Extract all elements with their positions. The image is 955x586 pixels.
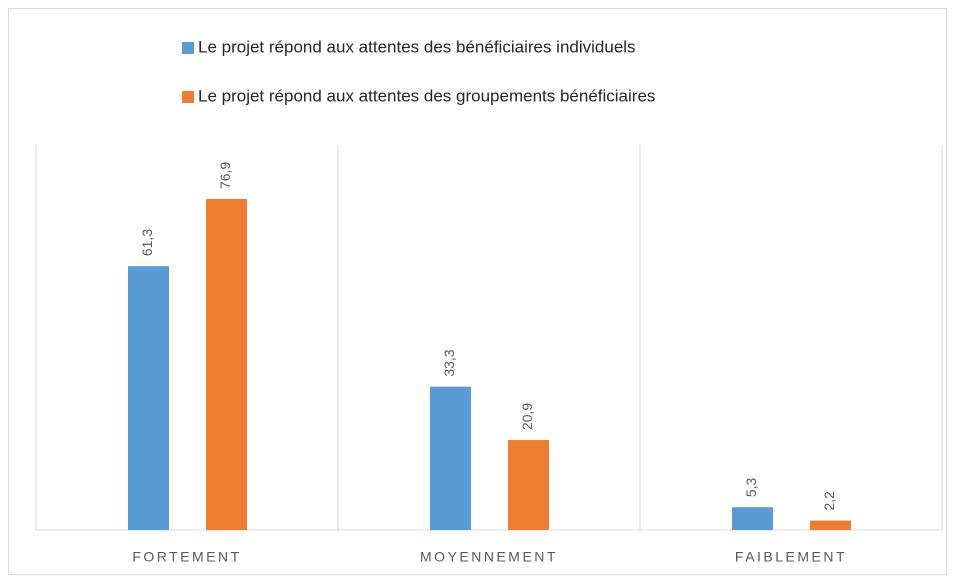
data-label: 5,3 <box>743 478 759 498</box>
legend-swatch <box>182 91 194 103</box>
bar <box>508 440 549 530</box>
data-label: 61,3 <box>139 229 155 256</box>
data-label: 20,9 <box>519 403 535 430</box>
legend-swatch <box>182 42 194 54</box>
legend-label: Le projet répond aux attentes des bénéfi… <box>198 37 636 56</box>
bar <box>430 386 471 530</box>
data-label: 76,9 <box>217 162 233 189</box>
legend-label: Le projet répond aux attentes des groupe… <box>198 86 655 105</box>
bar <box>206 199 247 530</box>
x-tick-label: FORTEMENT <box>132 549 241 565</box>
bar <box>128 266 169 530</box>
x-tick-label: MOYENNEMENT <box>420 549 558 565</box>
bar <box>810 520 851 530</box>
bar <box>732 507 773 530</box>
data-label: 2,2 <box>821 491 837 511</box>
data-label: 33,3 <box>441 349 457 376</box>
x-tick-label: FAIBLEMENT <box>735 549 847 565</box>
